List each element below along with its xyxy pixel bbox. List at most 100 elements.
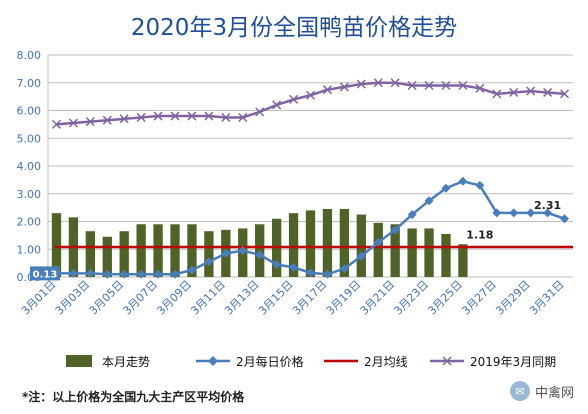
point-feb-daily <box>255 250 265 260</box>
point-feb-daily <box>204 257 214 267</box>
bar <box>204 231 214 277</box>
last-year-series <box>51 78 570 129</box>
point-feb-daily <box>543 208 553 218</box>
x-tick-label: 3月27日 <box>459 278 499 318</box>
point-last-year <box>85 117 95 127</box>
x-tick-label: 3月17日 <box>290 278 330 318</box>
y-tick-label: 4.00 <box>17 160 42 173</box>
y-tick-label: 5.00 <box>17 132 42 145</box>
point-feb-daily <box>526 208 536 218</box>
bar <box>119 231 129 277</box>
point-feb-daily <box>373 237 383 247</box>
x-tick-label: 3月03日 <box>53 278 93 318</box>
y-tick-label: 2.00 <box>17 216 42 229</box>
y-tick-label: 7.00 <box>17 77 42 90</box>
y-tick-label: 1.00 <box>17 243 42 256</box>
point-last-year <box>305 90 316 100</box>
point-last-year <box>526 86 536 96</box>
x-axis-ticks: 3月01日3月03日3月05日3月07日3月09日3月11日3月13日3月15日… <box>19 278 567 318</box>
data-label: 0.13 <box>33 269 58 280</box>
legend-x-line <box>430 356 464 366</box>
point-last-year <box>170 111 180 121</box>
point-feb-daily <box>221 248 231 258</box>
legend-item-bars: 本月走势 <box>62 350 150 372</box>
point-feb-daily <box>170 269 180 279</box>
point-last-year <box>51 119 61 129</box>
point-last-year <box>373 78 383 88</box>
bar <box>51 213 62 277</box>
x-tick-label: 3月15日 <box>256 278 296 318</box>
point-last-year <box>119 114 129 124</box>
x-tick-label: 3月31日 <box>527 278 567 318</box>
point-last-year <box>289 94 299 104</box>
point-feb-daily <box>458 176 468 186</box>
point-feb-daily <box>272 260 282 270</box>
bar <box>390 224 400 277</box>
feb-daily-series <box>51 176 570 279</box>
point-last-year <box>492 89 502 99</box>
bar <box>187 224 197 277</box>
footnote: *注：以上价格为全国九大主产区平均价格 <box>22 390 245 404</box>
point-feb-daily <box>390 225 400 235</box>
point-last-year <box>136 112 146 122</box>
legend-bar-swatch <box>66 355 92 367</box>
data-labels: 0.13 1.18 2.31 <box>30 199 561 281</box>
point-last-year <box>441 80 451 91</box>
point-last-year <box>204 111 214 121</box>
bar <box>102 236 112 277</box>
x-tick-label: 3月09日 <box>154 278 194 318</box>
legend-average-line <box>324 359 358 363</box>
x-tick-label: 3月25日 <box>425 278 465 318</box>
bar <box>458 244 468 277</box>
bar <box>441 233 451 277</box>
x-tick-label: 3月07日 <box>121 278 161 318</box>
point-last-year <box>356 79 366 89</box>
point-last-year <box>458 80 468 91</box>
bar <box>373 222 383 277</box>
point-last-year <box>390 78 400 88</box>
bar <box>170 224 180 277</box>
watermark: ✉ 中禽网 <box>509 381 574 401</box>
point-feb-daily <box>306 268 315 278</box>
point-last-year <box>475 83 485 93</box>
point-last-year <box>187 111 197 121</box>
x-tick-label: 3月11日 <box>188 278 228 318</box>
point-last-year <box>102 115 112 125</box>
point-feb-daily <box>441 183 451 193</box>
point-feb-daily <box>322 269 332 279</box>
point-last-year <box>221 112 231 122</box>
y-axis-ticks: 0.001.002.003.004.005.006.007.008.00 <box>17 49 42 284</box>
point-last-year <box>560 89 570 99</box>
chart-title: 2020年3月份全国鸭苗价格走势 <box>130 15 458 41</box>
x-tick-label: 3月13日 <box>222 278 262 318</box>
y-tick-label: 8.00 <box>17 49 42 62</box>
x-tick-label: 3月21日 <box>358 278 398 318</box>
data-label: 2.31 <box>534 199 561 212</box>
point-feb-daily <box>492 208 502 218</box>
point-feb-daily <box>85 268 95 278</box>
legend-label: 2月均线 <box>364 354 408 369</box>
legend-item-daily: 2月每日价格 <box>196 350 304 372</box>
point-feb-daily <box>424 196 434 206</box>
x-tick-label: 3月19日 <box>324 278 364 318</box>
point-feb-daily <box>102 269 112 279</box>
point-last-year <box>407 80 417 91</box>
legend: 本月走势 2月每日价格 2月均线 2019年3月同期 <box>62 350 582 372</box>
data-label-box <box>30 266 60 281</box>
bar <box>136 224 146 277</box>
point-feb-daily <box>560 214 570 224</box>
bar <box>407 228 417 277</box>
legend-diamond-line <box>196 356 230 366</box>
point-feb-daily <box>356 251 366 261</box>
point-last-year <box>238 112 248 122</box>
bar <box>153 224 163 277</box>
point-feb-daily <box>187 265 197 275</box>
y-tick-label: 6.00 <box>17 105 42 118</box>
bar <box>85 231 95 277</box>
point-feb-daily <box>68 268 78 278</box>
wechat-icon: ✉ <box>509 381 530 401</box>
point-last-year <box>509 87 519 97</box>
legend-label: 2019年3月同期 <box>470 354 557 369</box>
point-feb-daily <box>153 269 163 279</box>
